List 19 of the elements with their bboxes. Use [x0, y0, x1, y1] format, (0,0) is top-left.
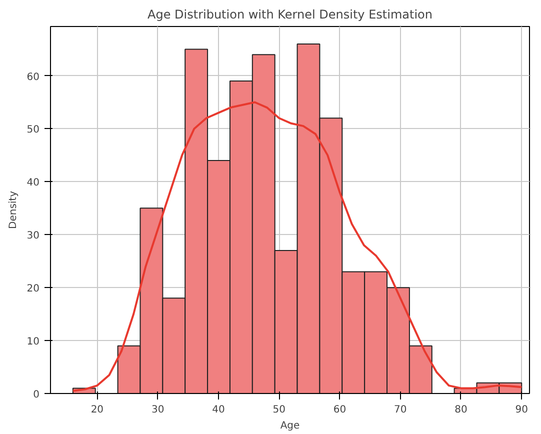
x-tick-label: 30 — [151, 404, 164, 416]
y-tick-label: 0 — [33, 390, 40, 400]
y-tick-label: 20 — [26, 284, 40, 295]
y-tick-label: 50 — [26, 124, 40, 136]
x-tick-label: 60 — [333, 404, 346, 416]
x-tick-label: 40 — [212, 404, 225, 416]
chart-title: Age Distribution with Kernel Density Estimation — [148, 8, 432, 22]
y-tick-label: 60 — [26, 72, 40, 83]
x-tick-label: 90 — [515, 404, 528, 416]
line-series — [72, 101, 523, 392]
x-tick-label: 70 — [394, 404, 407, 416]
y-tick-label: 40 — [26, 178, 40, 189]
x-tick-label: 20 — [90, 404, 104, 416]
x-tick-label: 80 — [454, 404, 468, 416]
x-tick-label: 50 — [272, 404, 286, 416]
y-axis-title: Density — [8, 190, 19, 230]
x-axis-title: Age — [280, 420, 300, 432]
y-tick-label: 30 — [26, 230, 40, 242]
y-tick-label: 10 — [26, 336, 40, 348]
